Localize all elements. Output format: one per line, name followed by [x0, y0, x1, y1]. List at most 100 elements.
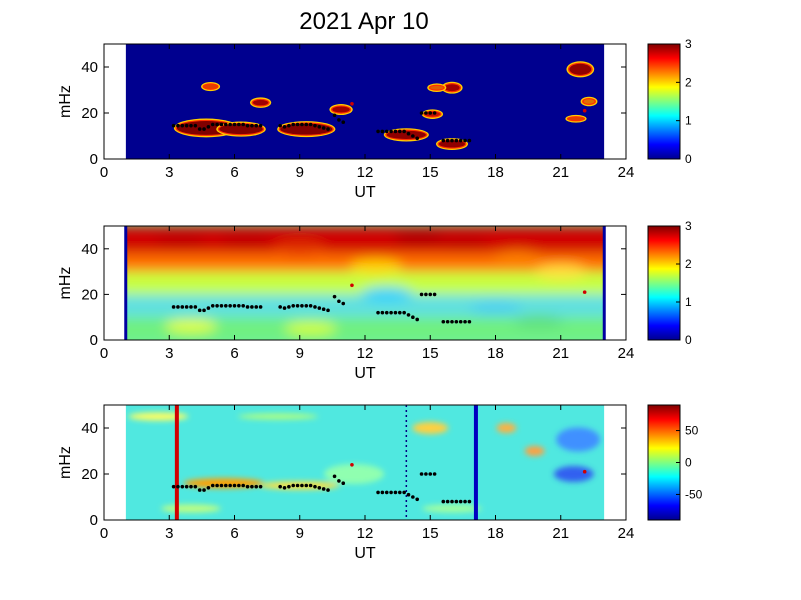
peak-frequency-dot: [321, 487, 326, 491]
peak-frequency-dot: [254, 305, 259, 309]
peak-frequency-dot: [189, 305, 193, 309]
peak-frequency-dot: [254, 484, 259, 489]
peak-frequency-dot: [450, 138, 454, 143]
power-blob: [204, 84, 218, 89]
event-marker-line: [174, 405, 179, 520]
peak-frequency-dot: [450, 499, 454, 504]
peak-frequency-dot: [454, 138, 459, 143]
peak-frequency-dot: [424, 472, 428, 476]
peak-frequency-dot: [441, 499, 446, 504]
peak-frequency-dot: [406, 313, 411, 317]
x-tick-label: 9: [296, 525, 304, 542]
peak-frequency-dot: [224, 483, 228, 488]
peak-frequency-dot: [193, 305, 198, 309]
peak-frequency-dot: [317, 486, 322, 490]
peak-frequency-dot: [295, 483, 300, 488]
peak-frequency-dot: [224, 304, 228, 308]
peak-frequency-dot: [337, 118, 341, 122]
colorbar-tick-label: 50: [685, 424, 699, 438]
power-patch: [360, 287, 413, 302]
peak-frequency-dot: [282, 486, 287, 490]
peak-frequency-dot: [458, 319, 463, 324]
peak-frequency-dot: [228, 122, 232, 127]
peak-frequency-dot: [228, 304, 232, 308]
peak-frequency-dot: [232, 483, 237, 488]
peak-frequency-dot: [250, 484, 254, 489]
peak-frequency-dot: [463, 499, 467, 504]
spectrogram-background: [125, 405, 605, 520]
x-tick-label: 6: [230, 345, 238, 362]
power-patch: [165, 319, 217, 334]
peak-frequency-dot: [258, 123, 263, 128]
power-blob: [430, 85, 444, 90]
peak-frequency-dot: [458, 138, 463, 143]
x-tick-label: 0: [100, 164, 108, 181]
power-blob: [438, 140, 466, 148]
peak-frequency-dot: [341, 301, 346, 306]
marker-dot: [350, 283, 354, 288]
peak-frequency-dot: [398, 129, 402, 134]
peak-frequency-dot: [415, 136, 420, 141]
peak-frequency-dot: [441, 138, 446, 143]
y-tick-label: 40: [81, 420, 98, 437]
peak-frequency-dot: [419, 111, 424, 115]
y-tick-label: 40: [81, 241, 98, 258]
colorbar-tick-label: 1: [685, 114, 692, 128]
peak-frequency-dot: [184, 123, 189, 128]
peak-frequency-dot: [432, 111, 437, 115]
peak-frequency-dot: [206, 306, 211, 310]
phase-patch: [238, 413, 318, 420]
peak-frequency-dot: [300, 122, 304, 127]
peak-frequency-dot: [384, 129, 389, 134]
peak-frequency-dot: [337, 299, 341, 304]
power-patch: [219, 232, 272, 247]
peak-frequency-dot: [424, 111, 428, 115]
phase-patch: [412, 422, 449, 434]
peak-frequency-dot: [411, 134, 415, 138]
peak-frequency-dot: [326, 308, 330, 313]
figure-title: 2021 Apr 10: [299, 8, 428, 35]
peak-frequency-dot: [415, 497, 420, 502]
peak-frequency-dot: [454, 319, 459, 324]
power-band: [125, 271, 605, 295]
peak-frequency-dot: [254, 123, 259, 128]
event-marker-line: [473, 405, 478, 520]
power-blob: [252, 99, 269, 106]
x-tick-label: 18: [487, 525, 504, 542]
x-tick-label: 9: [296, 345, 304, 362]
y-tick-label: 40: [81, 59, 98, 76]
phase-patch: [553, 466, 594, 482]
peak-frequency-dot: [467, 319, 472, 324]
peak-frequency-dot: [313, 123, 317, 128]
peak-frequency-dot: [282, 306, 287, 310]
power-blob: [568, 117, 584, 121]
power-patch: [349, 260, 402, 275]
peak-frequency-dot: [180, 484, 185, 489]
x-axis-label: UT: [354, 365, 376, 382]
peak-frequency-dot: [232, 304, 237, 308]
peak-frequency-dot: [176, 123, 180, 128]
x-tick-label: 3: [165, 525, 173, 542]
y-tick-label: 20: [81, 105, 98, 122]
peak-frequency-dot: [393, 490, 398, 495]
peak-frequency-dot: [295, 122, 300, 127]
y-axis-label: mHz: [57, 446, 74, 479]
peak-frequency-dot: [202, 488, 206, 492]
y-tick-label: 20: [81, 286, 98, 303]
peak-frequency-dot: [291, 483, 296, 488]
peak-frequency-dot: [376, 310, 380, 315]
x-tick-label: 6: [230, 164, 238, 181]
peak-frequency-dot: [224, 122, 228, 127]
peak-frequency-dot: [210, 483, 215, 488]
peak-frequency-dot: [393, 129, 398, 134]
peak-frequency-dot: [424, 292, 428, 297]
colorbar-tick-label: -50: [685, 487, 703, 501]
peak-frequency-dot: [450, 319, 454, 324]
x-tick-label: 15: [422, 164, 439, 181]
peak-frequency-dot: [237, 304, 241, 308]
peak-frequency-dot: [176, 305, 180, 309]
x-axis-label: UT: [354, 184, 376, 201]
peak-frequency-dot: [232, 122, 237, 127]
peak-frequency-dot: [458, 499, 463, 504]
